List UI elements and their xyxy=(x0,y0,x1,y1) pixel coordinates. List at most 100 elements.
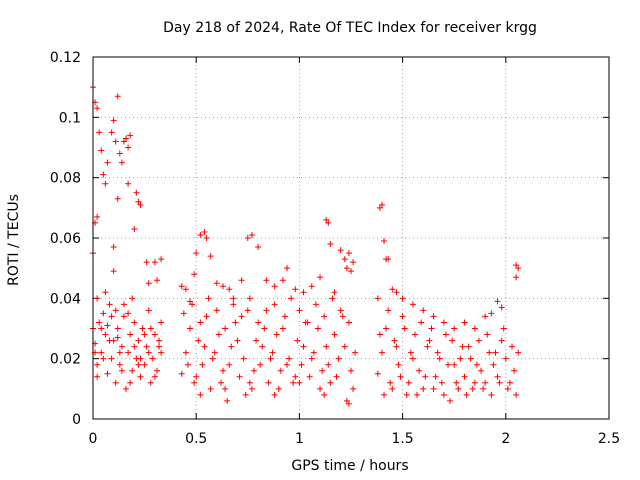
data-point xyxy=(273,331,280,338)
data-point xyxy=(381,238,388,245)
data-point xyxy=(475,337,482,344)
data-point xyxy=(151,259,158,266)
data-point xyxy=(98,147,105,154)
data-point xyxy=(195,337,202,344)
data-point xyxy=(455,385,462,392)
x-tick-label: 2.5 xyxy=(598,431,620,447)
data-point xyxy=(131,225,138,232)
data-point xyxy=(133,189,140,196)
data-point xyxy=(271,391,278,398)
y-axis-label: ROTI / TECUs xyxy=(6,194,22,286)
data-point xyxy=(96,129,103,136)
data-point xyxy=(409,301,416,308)
x-tick-label: 0.5 xyxy=(185,431,207,447)
axis-ticks xyxy=(92,56,610,420)
data-point xyxy=(102,289,109,296)
data-point xyxy=(506,379,513,386)
data-point xyxy=(234,337,241,344)
data-point xyxy=(279,325,286,332)
data-point xyxy=(191,379,198,386)
data-point xyxy=(205,295,212,302)
data-point xyxy=(292,286,299,293)
y-tick-label: 0.1 xyxy=(59,110,81,126)
data-point xyxy=(445,361,452,368)
data-point xyxy=(127,132,134,139)
data-point xyxy=(114,93,121,100)
data-point xyxy=(515,349,522,356)
data-point xyxy=(271,301,278,308)
data-point xyxy=(387,379,394,386)
data-point xyxy=(255,319,262,326)
data-point xyxy=(420,307,427,314)
data-point xyxy=(94,105,101,112)
data-point xyxy=(108,129,115,136)
data-point xyxy=(502,355,509,362)
x-axis-label: GPS time / hours xyxy=(291,458,408,474)
data-point xyxy=(156,343,163,350)
data-point xyxy=(187,325,194,332)
data-point xyxy=(500,325,507,332)
data-point xyxy=(467,355,474,362)
data-point xyxy=(438,379,445,386)
data-point xyxy=(131,319,138,326)
data-point xyxy=(492,349,499,356)
y-tick-label: 0 xyxy=(72,412,81,428)
data-point xyxy=(116,150,123,157)
data-point xyxy=(451,325,458,332)
data-point xyxy=(498,304,505,311)
data-point xyxy=(98,349,105,356)
data-point xyxy=(108,313,115,320)
data-point xyxy=(120,313,127,320)
data-point xyxy=(104,159,111,166)
data-point xyxy=(145,280,152,287)
data-point xyxy=(215,331,222,338)
data-point xyxy=(222,325,229,332)
data-point xyxy=(310,349,317,356)
data-point xyxy=(473,361,480,368)
data-point xyxy=(465,343,472,350)
data-point xyxy=(228,343,235,350)
data-point xyxy=(108,355,115,362)
data-point xyxy=(129,367,136,374)
data-point xyxy=(323,343,330,350)
data-point xyxy=(94,373,101,380)
data-point xyxy=(250,367,257,374)
data-point xyxy=(106,337,113,344)
data-point xyxy=(201,343,208,350)
data-point xyxy=(414,391,421,398)
data-point xyxy=(193,373,200,380)
data-point xyxy=(422,373,429,380)
data-point xyxy=(98,325,105,332)
data-point xyxy=(407,349,414,356)
data-point xyxy=(436,355,443,362)
data-point xyxy=(440,319,447,326)
x-tick-label: 2 xyxy=(501,431,510,447)
data-point xyxy=(440,391,447,398)
data-point xyxy=(403,391,410,398)
data-point xyxy=(308,355,315,362)
data-point xyxy=(131,343,138,350)
data-point xyxy=(123,135,130,142)
data-point xyxy=(494,373,501,380)
data-point xyxy=(112,307,119,314)
data-point xyxy=(343,397,350,404)
data-point xyxy=(120,301,127,308)
data-point xyxy=(226,361,233,368)
data-point xyxy=(184,361,191,368)
data-point xyxy=(199,361,206,368)
data-point xyxy=(102,180,109,187)
data-point xyxy=(385,307,392,314)
x-tick-label: 0 xyxy=(89,431,98,447)
data-point xyxy=(197,391,204,398)
grid xyxy=(93,57,609,419)
data-point xyxy=(125,349,132,356)
data-point xyxy=(182,286,189,293)
data-point xyxy=(135,361,142,368)
data-point xyxy=(482,379,489,386)
data-point xyxy=(486,349,493,356)
data-point xyxy=(480,385,487,392)
data-point xyxy=(292,373,299,380)
data-point xyxy=(151,373,158,380)
data-point xyxy=(411,331,418,338)
data-point xyxy=(426,337,433,344)
